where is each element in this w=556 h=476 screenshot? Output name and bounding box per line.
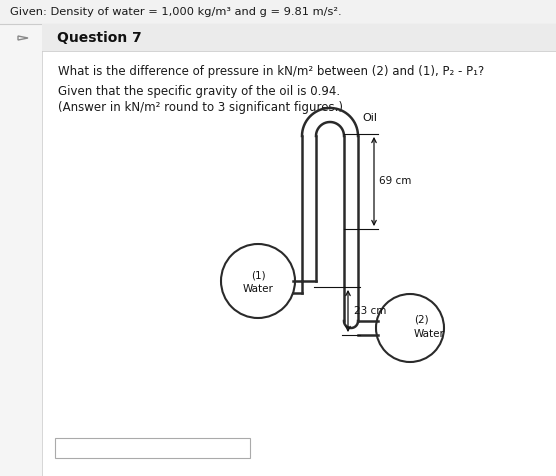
Text: (2): (2) [414, 315, 429, 325]
Bar [55, 438, 250, 458]
Text: Water: Water [242, 284, 274, 294]
Text: Question 7: Question 7 [57, 31, 142, 45]
Text: What is the difference of pressure in kN/m² between (2) and (1), P₂ - P₁?: What is the difference of pressure in kN… [58, 65, 484, 78]
Text: 23 cm: 23 cm [354, 306, 386, 316]
Text: Water: Water [414, 329, 445, 339]
Bar [0, 24, 42, 476]
Text: (Answer in kN/m² round to 3 significant figures.): (Answer in kN/m² round to 3 significant … [58, 101, 343, 115]
Text: (1): (1) [251, 270, 265, 280]
Text: Given: Density of water = 1,000 kg/m³ and g = 9.81 m/s².: Given: Density of water = 1,000 kg/m³ an… [10, 7, 341, 17]
Text: Oil: Oil [362, 113, 377, 123]
Text: Given that the specific gravity of the oil is 0.94.: Given that the specific gravity of the o… [58, 85, 340, 98]
Bar [42, 24, 556, 51]
Text: 69 cm: 69 cm [379, 177, 411, 187]
Bar [0, 0, 556, 24]
